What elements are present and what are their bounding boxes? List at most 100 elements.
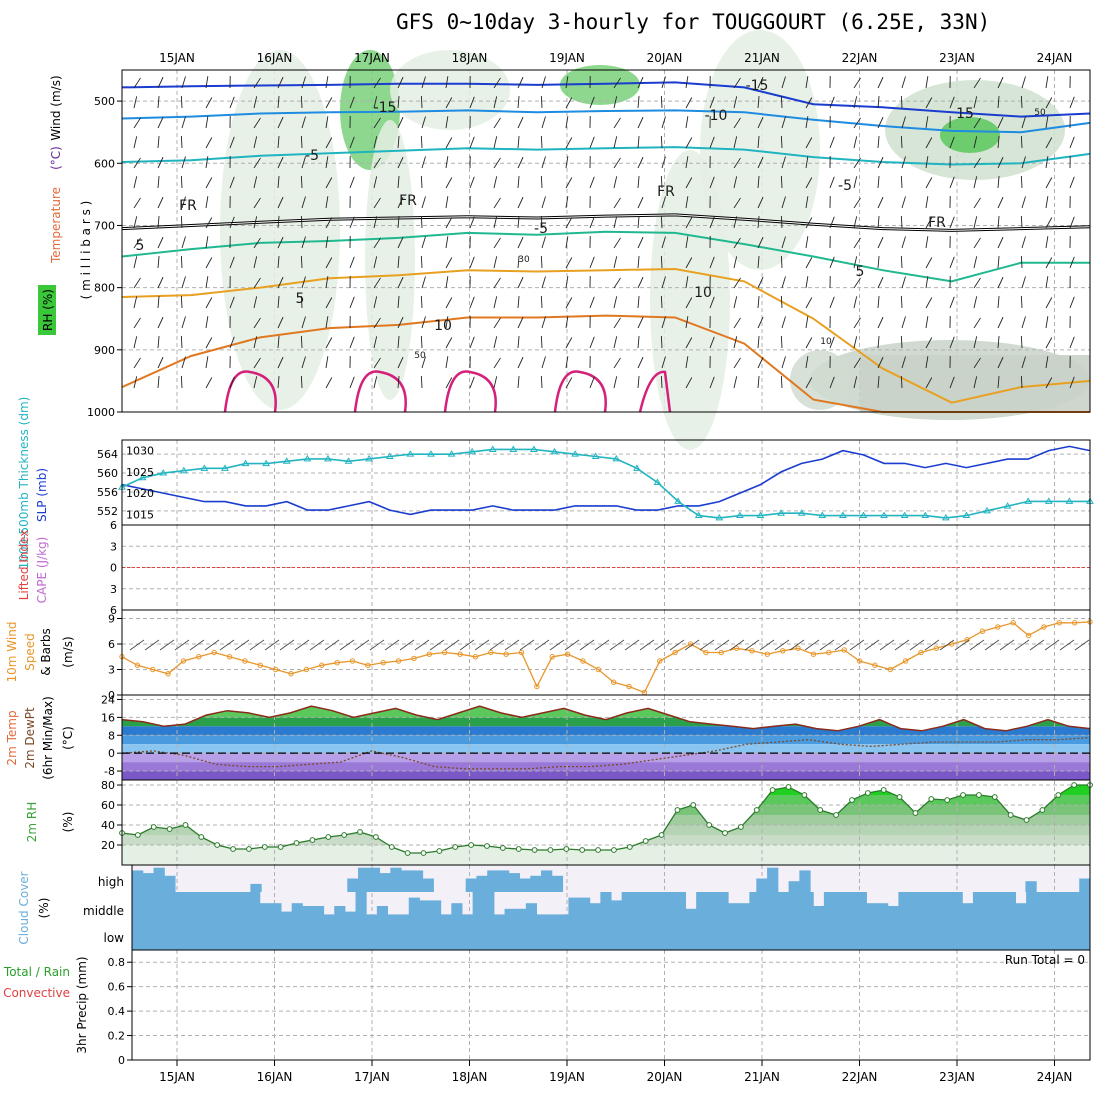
wind-barb	[973, 317, 981, 329]
wind-barb	[589, 136, 595, 149]
wind-barb	[373, 117, 381, 129]
wind-barb	[1020, 95, 1023, 109]
thickness-point	[571, 450, 579, 457]
wind-barb	[133, 237, 141, 249]
wind-barb	[805, 196, 809, 209]
cloud-cell-middle	[972, 892, 985, 920]
wind-barb	[925, 377, 933, 389]
wind-barb	[661, 196, 666, 209]
wind-barb	[973, 336, 978, 349]
wind-barb	[660, 255, 663, 269]
wind-barb	[420, 175, 423, 189]
wind-barb	[157, 136, 160, 149]
wind-barb	[660, 95, 663, 109]
cloud-cell-middle	[1036, 892, 1048, 920]
wind-barb-10m	[174, 639, 190, 651]
thickness-point	[777, 509, 785, 516]
wind-barb	[420, 255, 423, 269]
wind-barb	[277, 256, 280, 269]
isotherm-20	[553, 370, 607, 413]
wind-speed-point	[564, 651, 571, 657]
thickness-point	[921, 511, 930, 519]
wind-barb	[373, 317, 381, 329]
wind-speed-point	[979, 628, 986, 634]
cloud-level-label: low	[104, 931, 125, 945]
precip-tick-label: 0.4	[108, 1005, 126, 1018]
wind-barb	[373, 216, 378, 229]
wind-barb	[757, 96, 760, 109]
wind-barb	[445, 196, 449, 209]
wind-barb	[1045, 196, 1049, 209]
wind-barb	[781, 236, 786, 249]
wind-barb	[253, 317, 261, 329]
contour-label: -15	[374, 100, 397, 116]
wind-barb	[780, 255, 783, 269]
wind-barb	[373, 136, 378, 149]
wind-barb	[253, 336, 258, 349]
isotherm-20	[353, 370, 407, 413]
rh-point	[864, 790, 871, 796]
slp-tick-label: 1015	[126, 508, 154, 521]
wind-barb	[349, 336, 355, 349]
wind-speed-point	[856, 658, 863, 664]
thickness-point	[138, 473, 147, 481]
wind-barb	[300, 215, 303, 229]
wind-barb	[180, 215, 183, 229]
thickness-point	[900, 511, 909, 519]
wind-barb	[853, 296, 858, 309]
slp-tick-label: 1030	[126, 445, 154, 458]
wind-barb	[613, 216, 618, 229]
rh-point	[357, 829, 363, 835]
isotherm-5	[121, 230, 1090, 283]
wind-barb	[277, 216, 280, 229]
cloud-cell-high	[132, 870, 144, 892]
cloud-cell-middle	[504, 908, 516, 920]
wind-barb	[325, 276, 329, 289]
wind-barb	[805, 276, 809, 289]
wind-barb	[829, 256, 835, 269]
wind-barb	[397, 296, 400, 309]
wind-barb	[900, 375, 903, 389]
cloud-cell-middle	[195, 892, 208, 920]
wind-barb	[421, 356, 426, 369]
wind-barb	[157, 316, 164, 329]
wind-speed-point	[595, 666, 602, 673]
date-label-top: 20JAN	[647, 51, 683, 65]
rh-point	[293, 840, 300, 846]
wind-tick-label: 0	[108, 689, 115, 702]
thickness-point	[262, 459, 271, 467]
wind-barb	[253, 277, 261, 289]
rh-point	[198, 834, 205, 840]
wind-barb	[685, 356, 689, 369]
wind-barb	[517, 196, 524, 209]
stab-tick-label: 3	[110, 540, 117, 553]
wind-barb	[517, 96, 520, 109]
cloud-cell-high	[1079, 878, 1091, 892]
wind-tick-label: 6	[108, 638, 115, 651]
wind-barb	[157, 356, 164, 369]
cloud-cell-low	[132, 920, 1090, 950]
cloud-cell-middle	[589, 903, 601, 920]
wind-barb	[589, 296, 595, 309]
cloud-cell-middle	[142, 892, 154, 920]
wind-barb	[565, 116, 569, 129]
rh-point	[309, 837, 316, 843]
wind-barb	[157, 216, 160, 229]
wind-barb	[565, 196, 569, 209]
wind-barb	[253, 216, 258, 229]
thick-tick-label: 552	[97, 505, 118, 518]
wind-barb	[637, 296, 640, 309]
wind-barb	[901, 276, 906, 289]
cloud-cell-high	[476, 875, 488, 892]
cloud-cell-middle	[898, 892, 910, 920]
wind-barb	[540, 295, 543, 309]
thickness-point	[818, 511, 827, 519]
wind-barb	[733, 216, 738, 229]
rh-point	[1071, 782, 1078, 788]
wind-barb	[829, 216, 835, 229]
wind-barb	[445, 217, 453, 229]
cloud-cell-middle	[483, 892, 495, 920]
precip-ylabel: 3hr Precip (mm)	[75, 956, 89, 1053]
chart-title: GFS 0~10day 3-hourly for TOUGGOURT (6.25…	[396, 10, 991, 34]
rh-tick-label: 80	[101, 779, 115, 792]
